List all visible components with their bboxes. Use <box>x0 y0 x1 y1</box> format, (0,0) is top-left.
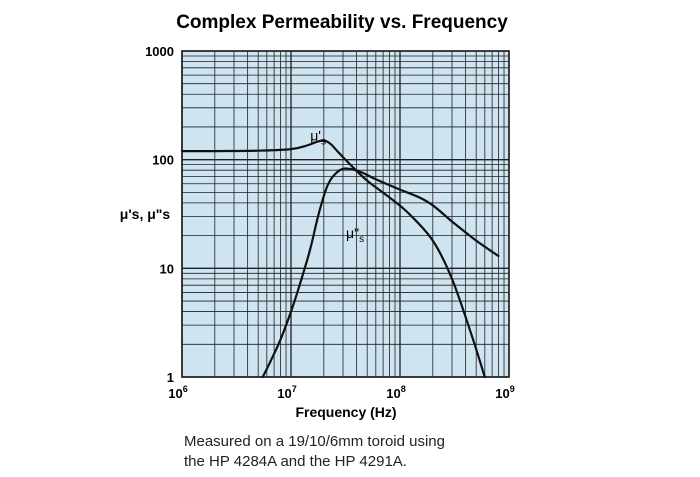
y-tick-labels: 1 10 100 1000 <box>145 44 174 385</box>
x-axis-label: Frequency (Hz) <box>295 404 396 420</box>
chart-title: Complex Permeability vs. Frequency <box>176 12 508 33</box>
y-tick-label: 10 <box>160 261 174 276</box>
series-label-mu-prime: μ's <box>310 128 326 148</box>
series-label-mu-double-prime: μ"s <box>346 225 364 245</box>
series-line-mu-prime <box>180 139 486 379</box>
y-tick-label: 100 <box>152 153 174 168</box>
x-tick-label: 109 <box>495 384 514 401</box>
x-tick-label: 108 <box>386 384 405 401</box>
x-tick-label: 107 <box>277 384 296 401</box>
x-tick-label: 106 <box>168 384 187 401</box>
permeability-chart: Complex Permeability vs. Frequency 1 10 10… <box>120 12 515 420</box>
y-tick-label: 1 <box>167 370 174 385</box>
plot-area <box>181 50 510 378</box>
y-tick-label: 1000 <box>145 44 174 59</box>
series-line-mu-double-prime <box>261 167 500 379</box>
x-tick-labels: 106 107 108 109 <box>168 384 514 401</box>
series-group: μ's μ"s <box>180 128 500 379</box>
caption-line-1: Measured on a 19/10/6mm toroid using <box>184 433 445 450</box>
y-axis-label: μ's, μ"s <box>120 206 171 222</box>
caption: Measured on a 19/10/6mm toroid using the… <box>184 432 445 472</box>
grid-lines <box>181 51 509 378</box>
caption-line-2: the HP 4284A and the HP 4291A. <box>184 453 407 470</box>
